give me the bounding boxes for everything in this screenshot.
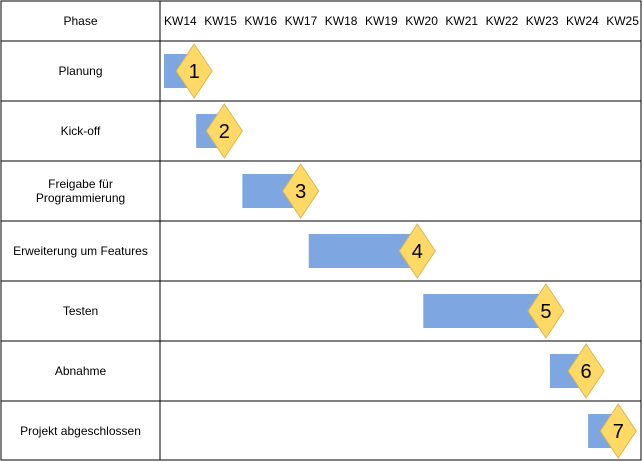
week-label: KW18 [325,14,358,28]
milestone-number: 2 [219,121,230,143]
milestone-number: 1 [189,61,200,83]
milestone-diamond: 3 [282,163,320,219]
phase-label: Freigabe für Programmierung [36,177,125,205]
week-label: KW15 [204,14,237,28]
milestone-diamond: 7 [599,403,637,459]
milestone-shape [599,403,637,459]
milestones: 1 2 3 4 5 6 7 [175,43,637,459]
week-label: KW17 [285,14,318,28]
milestone-number: 6 [581,361,592,383]
week-label: KW19 [365,14,398,28]
phase-label: Testen [63,304,98,318]
milestone-shape [398,223,436,279]
milestone-shape [175,43,213,99]
milestone-diamond: 1 [175,43,213,99]
week-label: KW22 [486,14,519,28]
phase-bar [423,294,546,328]
week-label: KW23 [526,14,559,28]
phase-label: Planung [58,64,102,78]
milestone-diamond: 2 [205,103,243,159]
week-label: KW20 [405,14,438,28]
milestone-number: 4 [412,241,423,263]
phase-label: Kick-off [61,124,101,138]
phase-bars [164,54,619,448]
phase-label: Abnahme [55,364,107,378]
week-label: KW25 [606,14,639,28]
phase-column-header: Phase [63,14,97,28]
week-label: KW24 [566,14,599,28]
milestone-number: 3 [295,181,306,203]
week-label: KW16 [244,14,277,28]
phase-label: Erweiterung um Features [13,244,148,258]
milestone-diamond: 6 [567,343,605,399]
milestone-shape [282,163,320,219]
milestone-shape [567,343,605,399]
phase-labels: Planung Kick-off Freigabe für Programmierun… [13,64,148,438]
milestone-number: 5 [540,301,551,323]
week-header-row: KW14 KW15 KW16 KW17 KW18 KW19 KW20 KW21 KW22 KW23… [164,14,639,28]
milestone-shape [205,103,243,159]
milestone-shape [527,283,565,339]
milestone-number: 7 [613,421,624,443]
milestone-diamond: 4 [398,223,436,279]
phase-label: Projekt abgeschlossen [20,424,141,438]
milestone-diamond: 5 [527,283,565,339]
week-label: KW21 [445,14,478,28]
week-label: KW14 [164,14,197,28]
